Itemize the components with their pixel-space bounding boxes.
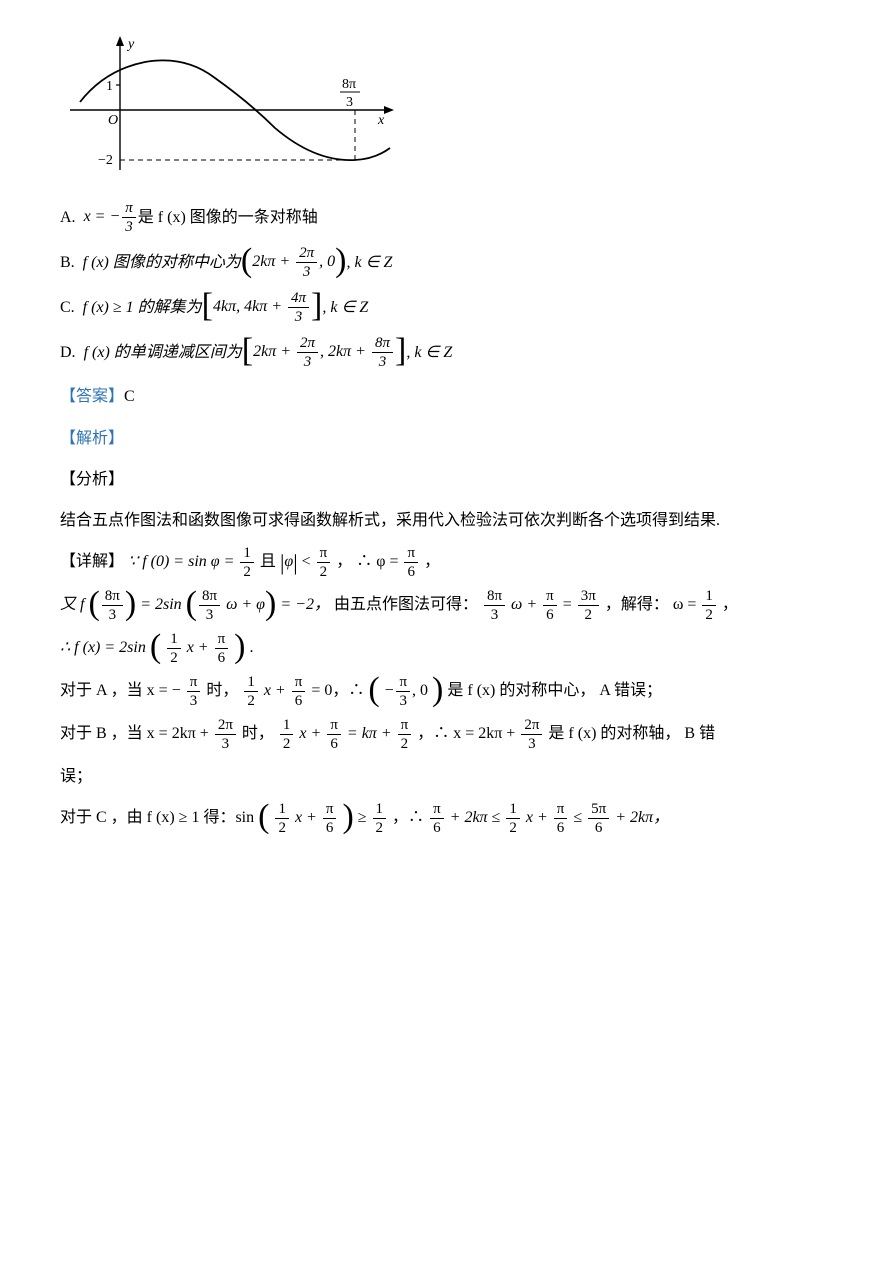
option-c-label: C. [60, 293, 75, 323]
answer-value: C [124, 388, 135, 405]
detail-line3: ∴ f (x) = 2sin ( 12 x + π6 ) . [60, 630, 832, 667]
detail-lineA: 对于 A ，当 x = − π3 时， 12 x + π6 = 0，∴ ( −π… [60, 673, 832, 710]
fenxi-label: 【分析】 [60, 462, 832, 497]
detail-line1: 【详解】 ∵ f (0) = sin φ = 12 且 |φ| < π2 ， ∴… [60, 544, 832, 581]
fenxi-text: 结合五点作图法和函数图像可求得函数解析式，采用代入检验法可依次判断各个选项得到结… [60, 503, 832, 538]
function-graph: 1 −2 8π 3 y x O [60, 30, 832, 191]
option-b: B. f (x) 图像的对称中心为 ( 2kπ + 2π3, 0 ) , k ∈… [60, 244, 832, 281]
option-a-text: 是 f (x) 图像的一条对称轴 [138, 203, 318, 233]
option-d: D. f (x) 的单调递减区间为 [ 2kπ + 2π3, 2kπ + 8π3… [60, 334, 832, 371]
option-a-label: A. [60, 203, 76, 233]
analysis-label: 【解析】 [60, 421, 832, 456]
detail-lineC: 对于 C ，由 f (x) ≥ 1 得：sin ( 12 x + π6 ) ≥ … [60, 800, 832, 837]
detail-lineB: 对于 B ，当 x = 2kπ + 2π3 时， 12 x + π6 = kπ … [60, 716, 832, 753]
origin-label: O [108, 113, 118, 128]
option-d-label: D. [60, 338, 76, 368]
answer-label: 【答案】 [60, 388, 124, 405]
option-b-label: B. [60, 248, 75, 278]
detail-lineB-cont: 误； [60, 759, 832, 794]
x-frac-num: 8π [342, 77, 356, 92]
x-axis-label: x [377, 113, 385, 128]
y-tick-1: 1 [106, 79, 113, 94]
y-tick-neg2: −2 [98, 153, 113, 168]
x-frac-den: 3 [346, 95, 353, 110]
option-c: C. f (x) ≥ 1 的解集为 [ 4kπ, 4kπ + 4π3 ] , k… [60, 289, 832, 326]
answer-row: 【答案】C [60, 379, 832, 414]
y-axis-label: y [126, 37, 135, 52]
option-a: A. x = −π3 是 f (x) 图像的一条对称轴 [60, 199, 832, 236]
detail-line2: 又 f (8π3) = 2sin (8π3 ω + φ) = −2， 由五点作图… [60, 587, 832, 624]
